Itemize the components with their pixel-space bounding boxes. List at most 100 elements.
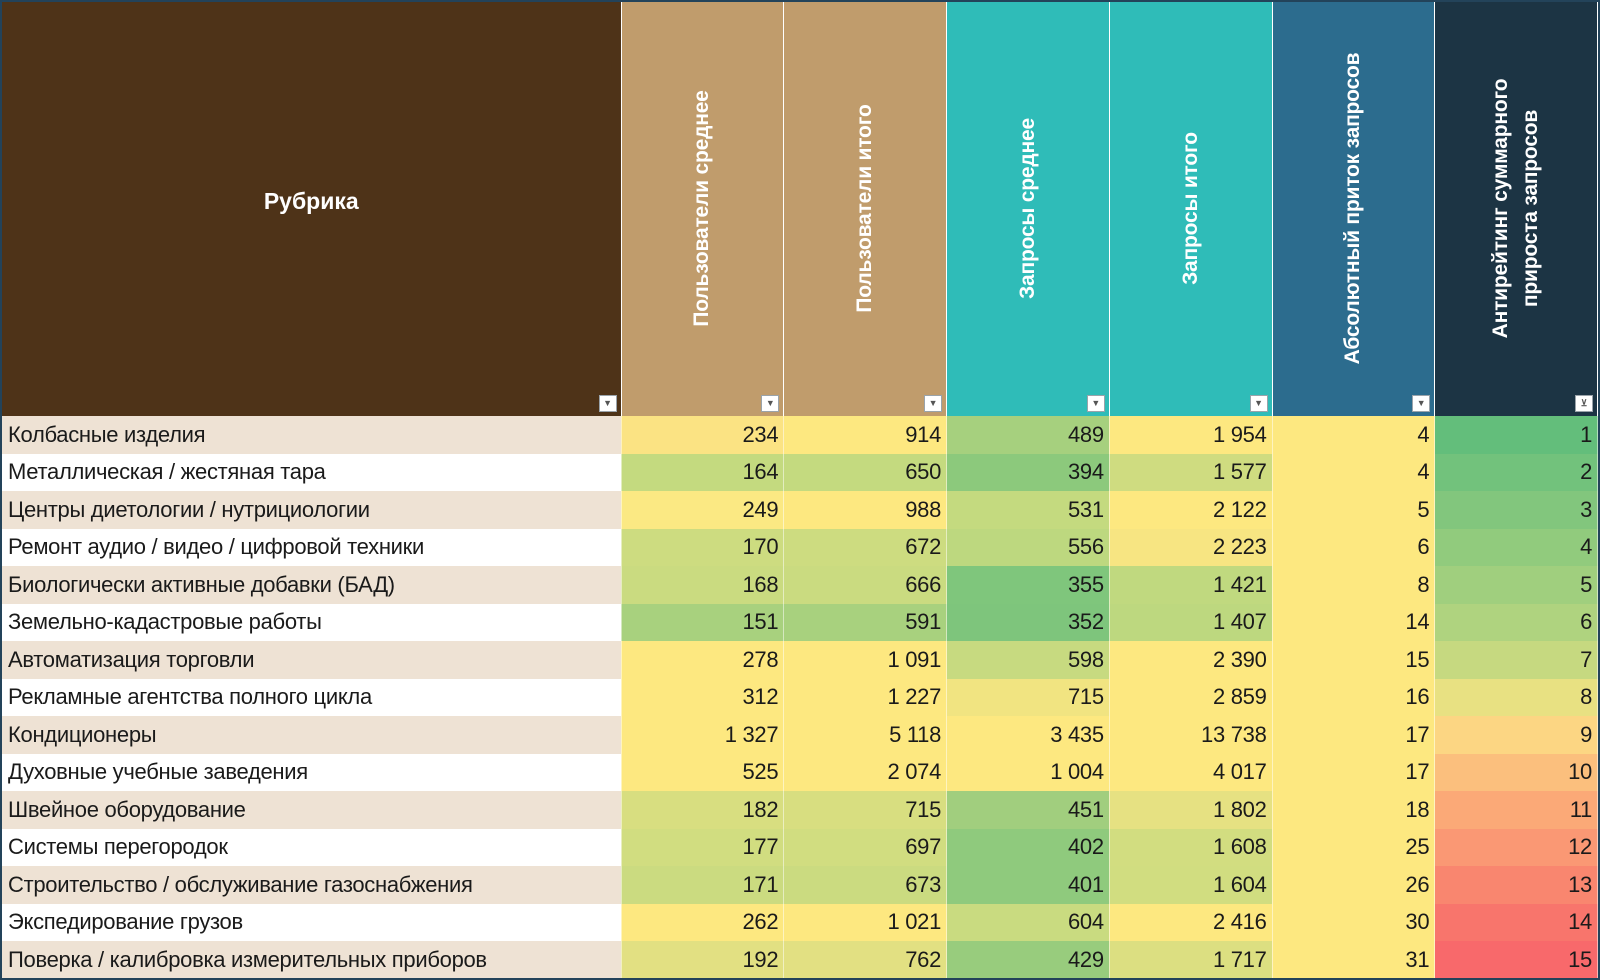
value-cell[interactable]: 2 122 bbox=[1109, 491, 1273, 529]
value-cell[interactable]: 15 bbox=[1272, 641, 1436, 679]
value-cell[interactable]: 168 bbox=[621, 566, 785, 604]
value-cell[interactable]: 13 bbox=[1434, 866, 1598, 904]
value-cell[interactable]: 262 bbox=[621, 903, 785, 941]
value-cell[interactable]: 182 bbox=[621, 791, 785, 829]
value-cell[interactable]: 525 bbox=[621, 753, 785, 791]
value-cell[interactable]: 31 bbox=[1272, 941, 1436, 978]
value-cell[interactable]: 6 bbox=[1434, 603, 1598, 641]
value-cell[interactable]: 312 bbox=[621, 678, 785, 716]
rubric-name-cell[interactable]: Металлическая / жестяная тара bbox=[2, 453, 622, 491]
rubric-name-cell[interactable]: Ремонт аудио / видео / цифровой техники bbox=[2, 528, 622, 566]
value-cell[interactable]: 8 bbox=[1272, 566, 1436, 604]
value-cell[interactable]: 4 017 bbox=[1109, 753, 1273, 791]
value-cell[interactable]: 170 bbox=[621, 528, 785, 566]
value-cell[interactable]: 2 223 bbox=[1109, 528, 1273, 566]
value-cell[interactable]: 8 bbox=[1434, 678, 1598, 716]
value-cell[interactable]: 715 bbox=[946, 678, 1110, 716]
value-cell[interactable]: 591 bbox=[783, 603, 948, 641]
rubric-name-cell[interactable]: Строительство / обслуживание газоснабжен… bbox=[2, 866, 622, 904]
value-cell[interactable]: 672 bbox=[783, 528, 948, 566]
value-cell[interactable]: 18 bbox=[1272, 791, 1436, 829]
rubric-name-cell[interactable]: Духовные учебные заведения bbox=[2, 753, 622, 791]
value-cell[interactable]: 5 bbox=[1272, 491, 1436, 529]
value-cell[interactable]: 4 bbox=[1434, 528, 1598, 566]
value-cell[interactable]: 16 bbox=[1272, 678, 1436, 716]
value-cell[interactable]: 604 bbox=[946, 903, 1110, 941]
value-cell[interactable]: 4 bbox=[1272, 453, 1436, 491]
rubric-name-cell[interactable]: Автоматизация торговли bbox=[2, 641, 622, 679]
value-cell[interactable]: 25 bbox=[1272, 828, 1436, 866]
value-cell[interactable]: 192 bbox=[621, 941, 785, 978]
value-cell[interactable]: 355 bbox=[946, 566, 1110, 604]
value-cell[interactable]: 650 bbox=[783, 453, 948, 491]
value-cell[interactable]: 5 118 bbox=[783, 716, 948, 754]
value-cell[interactable]: 429 bbox=[946, 941, 1110, 978]
value-cell[interactable]: 2 074 bbox=[783, 753, 948, 791]
value-cell[interactable]: 17 bbox=[1272, 753, 1436, 791]
value-cell[interactable]: 1 608 bbox=[1109, 828, 1273, 866]
filter-dropdown-icon[interactable]: ▼ bbox=[1086, 395, 1105, 412]
rubric-name-cell[interactable]: Экспедирование грузов bbox=[2, 903, 622, 941]
value-cell[interactable]: 762 bbox=[783, 941, 948, 978]
value-cell[interactable]: 26 bbox=[1272, 866, 1436, 904]
value-cell[interactable]: 1 bbox=[1434, 416, 1598, 454]
value-cell[interactable]: 1 407 bbox=[1109, 603, 1273, 641]
value-cell[interactable]: 1 421 bbox=[1109, 566, 1273, 604]
value-cell[interactable]: 9 bbox=[1434, 716, 1598, 754]
value-cell[interactable]: 1 604 bbox=[1109, 866, 1273, 904]
value-cell[interactable]: 234 bbox=[621, 416, 785, 454]
value-cell[interactable]: 1 954 bbox=[1109, 416, 1273, 454]
value-cell[interactable]: 598 bbox=[946, 641, 1110, 679]
value-cell[interactable]: 1 021 bbox=[783, 903, 948, 941]
filter-dropdown-icon[interactable]: ▼ bbox=[1412, 395, 1431, 412]
value-cell[interactable]: 673 bbox=[783, 866, 948, 904]
rubric-name-cell[interactable]: Земельно-кадастровые работы bbox=[2, 603, 622, 641]
value-cell[interactable]: 1 227 bbox=[783, 678, 948, 716]
rubric-name-cell[interactable]: Системы перегородок bbox=[2, 828, 622, 866]
value-cell[interactable]: 7 bbox=[1434, 641, 1598, 679]
value-cell[interactable]: 249 bbox=[621, 491, 785, 529]
value-cell[interactable]: 401 bbox=[946, 866, 1110, 904]
value-cell[interactable]: 1 577 bbox=[1109, 453, 1273, 491]
value-cell[interactable]: 17 bbox=[1272, 716, 1436, 754]
rubric-name-cell[interactable]: Колбасные изделия bbox=[2, 416, 622, 454]
value-cell[interactable]: 451 bbox=[946, 791, 1110, 829]
filter-dropdown-icon[interactable]: ▼ bbox=[924, 395, 943, 412]
rubric-name-cell[interactable]: Кондиционеры bbox=[2, 716, 622, 754]
filter-dropdown-icon[interactable]: ▼ bbox=[1249, 395, 1268, 412]
value-cell[interactable]: 151 bbox=[621, 603, 785, 641]
value-cell[interactable]: 988 bbox=[783, 491, 948, 529]
value-cell[interactable]: 11 bbox=[1434, 791, 1598, 829]
value-cell[interactable]: 177 bbox=[621, 828, 785, 866]
value-cell[interactable]: 394 bbox=[946, 453, 1110, 491]
value-cell[interactable]: 3 bbox=[1434, 491, 1598, 529]
value-cell[interactable]: 5 bbox=[1434, 566, 1598, 604]
value-cell[interactable]: 531 bbox=[946, 491, 1110, 529]
value-cell[interactable]: 914 bbox=[783, 416, 948, 454]
value-cell[interactable]: 15 bbox=[1434, 941, 1598, 978]
value-cell[interactable]: 14 bbox=[1272, 603, 1436, 641]
value-cell[interactable]: 171 bbox=[621, 866, 785, 904]
rubric-name-cell[interactable]: Центры диетологии / нутрициологии bbox=[2, 491, 622, 529]
value-cell[interactable]: 4 bbox=[1272, 416, 1436, 454]
value-cell[interactable]: 352 bbox=[946, 603, 1110, 641]
value-cell[interactable]: 12 bbox=[1434, 828, 1598, 866]
value-cell[interactable]: 2 416 bbox=[1109, 903, 1273, 941]
value-cell[interactable]: 402 bbox=[946, 828, 1110, 866]
value-cell[interactable]: 10 bbox=[1434, 753, 1598, 791]
value-cell[interactable]: 2 859 bbox=[1109, 678, 1273, 716]
value-cell[interactable]: 1 091 bbox=[783, 641, 948, 679]
value-cell[interactable]: 278 bbox=[621, 641, 785, 679]
filter-active-icon[interactable]: ⊻ bbox=[1575, 395, 1593, 412]
value-cell[interactable]: 13 738 bbox=[1109, 716, 1273, 754]
value-cell[interactable]: 3 435 bbox=[946, 716, 1110, 754]
filter-dropdown-icon[interactable]: ▼ bbox=[761, 395, 780, 412]
value-cell[interactable]: 489 bbox=[946, 416, 1110, 454]
rubric-name-cell[interactable]: Швейное оборудование bbox=[2, 791, 622, 829]
value-cell[interactable]: 2 390 bbox=[1109, 641, 1273, 679]
value-cell[interactable]: 697 bbox=[783, 828, 948, 866]
value-cell[interactable]: 2 bbox=[1434, 453, 1598, 491]
filter-dropdown-icon[interactable]: ▼ bbox=[598, 395, 617, 412]
value-cell[interactable]: 1 802 bbox=[1109, 791, 1273, 829]
rubric-name-cell[interactable]: Рекламные агентства полного цикла bbox=[2, 678, 622, 716]
